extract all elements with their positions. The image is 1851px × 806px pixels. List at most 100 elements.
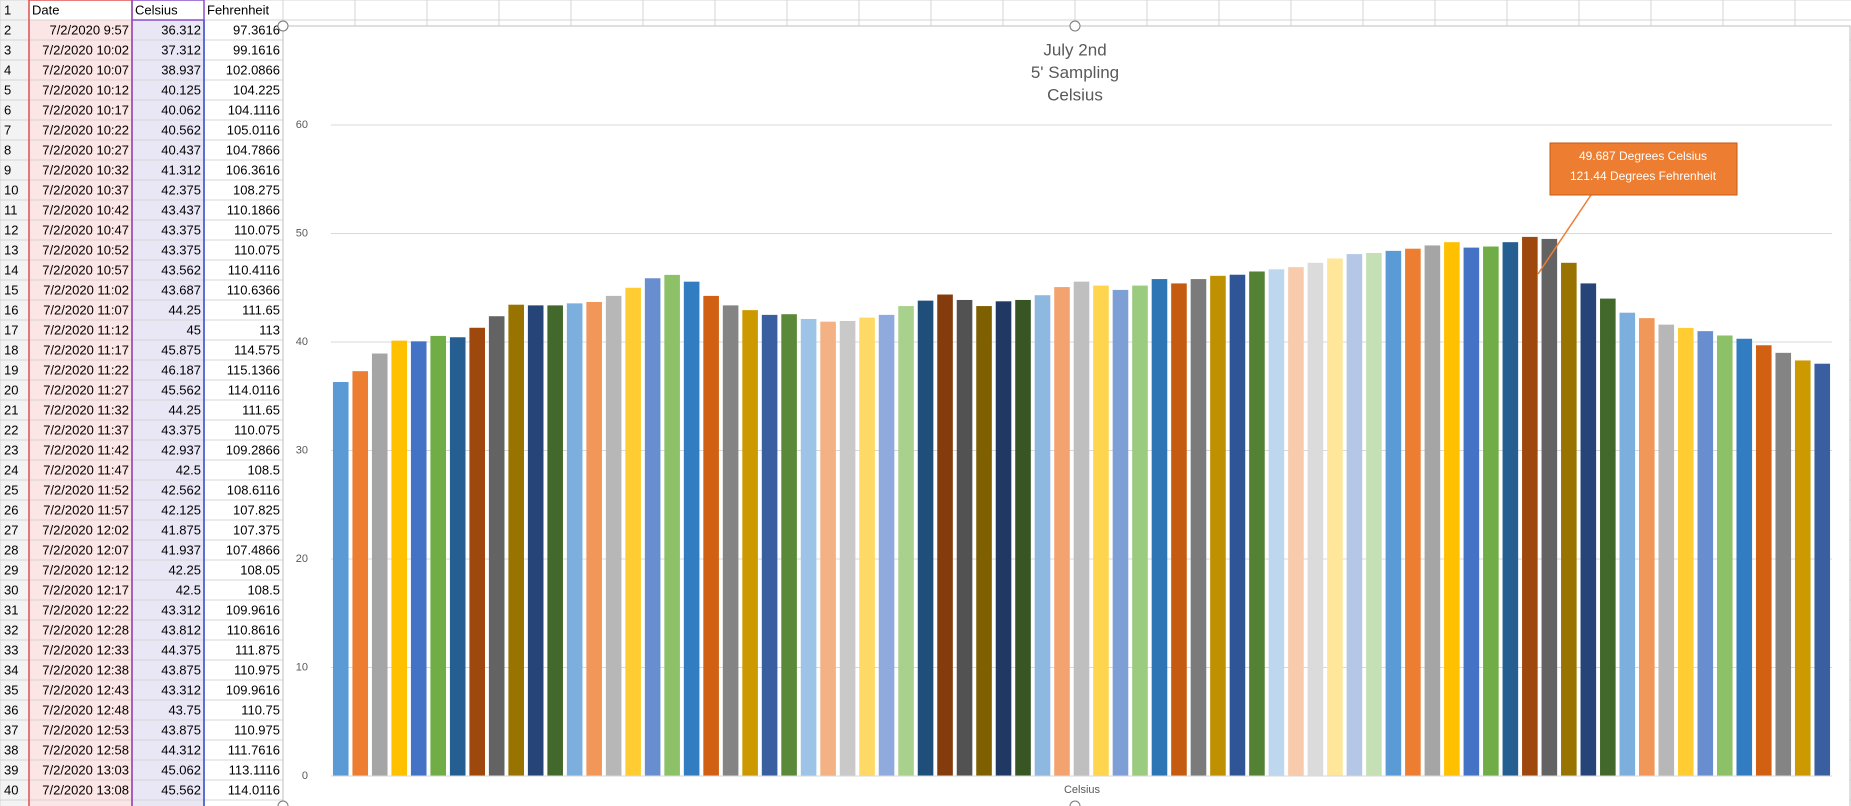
cell-value[interactable]: 108.275 [233, 182, 280, 197]
cell-value[interactable]: 7/2/2020 10:32 [42, 162, 129, 177]
cell-value[interactable]: 114.575 [234, 342, 280, 357]
row-number[interactable]: 26 [4, 502, 18, 517]
cell-value[interactable]: 110.075 [234, 422, 280, 437]
cell-value[interactable]: 113.1116 [229, 762, 280, 777]
cell-value[interactable]: 43.812 [161, 622, 201, 637]
cell-value[interactable]: 40.437 [161, 142, 201, 157]
row-number[interactable]: 37 [4, 722, 18, 737]
row-number[interactable]: 14 [4, 262, 18, 277]
row-number[interactable]: 35 [4, 682, 18, 697]
cell-value[interactable]: 104.7866 [226, 142, 280, 157]
cell-value[interactable]: 107.375 [233, 522, 280, 537]
cell-value[interactable]: 114.0116 [228, 382, 280, 397]
cell-value[interactable]: 110.075 [234, 222, 280, 237]
row-number[interactable]: 23 [4, 442, 18, 457]
cell-value[interactable]: 99.1616 [233, 42, 280, 57]
cell-value[interactable]: 106.3616 [226, 162, 280, 177]
cell-value[interactable]: 45.562 [161, 782, 201, 797]
resize-handle[interactable] [277, 20, 289, 32]
column-header[interactable]: Celsius [135, 2, 178, 17]
cell-value[interactable]: 110.8616 [227, 622, 280, 637]
row-number[interactable]: 1 [4, 2, 11, 17]
cell-value[interactable]: 42.5 [176, 582, 201, 597]
cell-value[interactable]: 42.375 [161, 182, 201, 197]
cell-value[interactable]: 7/2/2020 10:22 [42, 122, 129, 137]
row-number[interactable]: 27 [4, 522, 18, 537]
row-number[interactable]: 19 [4, 362, 18, 377]
cell-value[interactable]: 45.875 [161, 342, 201, 357]
cell-value[interactable]: 43.687 [161, 282, 201, 297]
cell-value[interactable]: 7/2/2020 10:42 [42, 202, 129, 217]
cell-value[interactable]: 41.875 [161, 522, 201, 537]
cell-value[interactable]: 109.9616 [226, 682, 280, 697]
row-number[interactable]: 3 [4, 42, 11, 57]
cell-value[interactable]: 7/2/2020 10:37 [42, 182, 129, 197]
row-number[interactable]: 24 [4, 462, 18, 477]
row-number[interactable]: 21 [4, 402, 18, 417]
cell-value[interactable]: 44.375 [161, 642, 201, 657]
cell-value[interactable]: 7/2/2020 12:33 [42, 642, 129, 657]
row-number[interactable]: 7 [4, 122, 11, 137]
row-number[interactable]: 11 [4, 202, 18, 217]
cell-value[interactable]: 42.5 [176, 462, 201, 477]
cell-value[interactable]: 7/2/2020 11:02 [43, 282, 129, 297]
row-number[interactable]: 8 [4, 142, 11, 157]
row-number[interactable]: 32 [4, 622, 18, 637]
row-number[interactable]: 25 [4, 482, 18, 497]
row-number[interactable]: 12 [4, 222, 18, 237]
cell-value[interactable]: 7/2/2020 10:27 [42, 142, 129, 157]
cell-value[interactable]: 42.937 [161, 442, 201, 457]
cell-value[interactable]: 43.75 [168, 702, 201, 717]
cell-value[interactable]: 40.562 [161, 122, 201, 137]
row-number[interactable]: 29 [4, 562, 18, 577]
cell-value[interactable]: 107.4866 [226, 542, 280, 557]
cell-value[interactable]: 7/2/2020 9:57 [49, 22, 129, 37]
cell-value[interactable]: 108.05 [240, 562, 280, 577]
row-number[interactable]: 15 [4, 282, 18, 297]
row-number[interactable]: 22 [4, 422, 18, 437]
cell-value[interactable]: 45.062 [161, 762, 201, 777]
cell-value[interactable]: 107.825 [233, 502, 280, 517]
row-number[interactable]: 36 [4, 702, 18, 717]
cell-value[interactable]: 43.437 [161, 202, 201, 217]
cell-value[interactable]: 7/2/2020 12:48 [42, 702, 129, 717]
cell-value[interactable]: 7/2/2020 12:12 [42, 562, 129, 577]
cell-value[interactable]: 104.1116 [228, 102, 280, 117]
cell-value[interactable]: 7/2/2020 12:28 [42, 622, 129, 637]
cell-value[interactable]: 7/2/2020 11:27 [43, 382, 129, 397]
row-number[interactable]: 4 [4, 62, 11, 77]
cell-value[interactable]: 110.75 [241, 702, 280, 717]
cell-value[interactable]: 110.4116 [228, 262, 280, 277]
cell-value[interactable]: 7/2/2020 12:58 [42, 742, 129, 757]
cell-value[interactable]: 45 [187, 322, 201, 337]
row-number[interactable]: 31 [4, 602, 18, 617]
row-number[interactable]: 17 [4, 322, 18, 337]
cell-value[interactable]: 43.375 [161, 422, 201, 437]
cell-value[interactable]: 42.562 [161, 482, 201, 497]
cell-value[interactable]: 7/2/2020 11:07 [43, 302, 129, 317]
cell-value[interactable]: 7/2/2020 12:07 [42, 542, 129, 557]
cell-value[interactable]: 7/2/2020 12:22 [42, 602, 129, 617]
cell-value[interactable]: 7/2/2020 10:12 [42, 82, 129, 97]
row-number[interactable]: 6 [4, 102, 11, 117]
cell-value[interactable]: 110.6366 [227, 282, 280, 297]
cell-value[interactable]: 111.7616 [228, 742, 280, 757]
cell-value[interactable]: 7/2/2020 12:02 [42, 522, 129, 537]
resize-handle[interactable] [1069, 20, 1081, 32]
cell-value[interactable]: 7/2/2020 13:03 [42, 762, 129, 777]
column-header[interactable]: Fehrenheit [207, 2, 270, 17]
cell-value[interactable]: 44.25 [168, 402, 201, 417]
cell-value[interactable]: 7/2/2020 11:52 [43, 482, 129, 497]
cell-value[interactable]: 7/2/2020 12:38 [42, 662, 129, 677]
cell-value[interactable]: 108.5 [247, 462, 280, 477]
cell-value[interactable]: 115.1366 [227, 362, 280, 377]
chart[interactable]: July 2nd 5' Sampling Celsius 0 10 20 30 40 50 60 C… [277, 20, 1851, 806]
cell-value[interactable]: 7/2/2020 11:47 [43, 462, 129, 477]
cell-value[interactable]: 7/2/2020 11:42 [43, 442, 129, 457]
cell-value[interactable]: 43.875 [161, 662, 201, 677]
cell-value[interactable]: 110.975 [234, 722, 280, 737]
cell-value[interactable]: 41.937 [161, 542, 201, 557]
row-number[interactable]: 5 [4, 82, 11, 97]
cell-value[interactable]: 43.312 [161, 602, 201, 617]
cell-value[interactable]: 44.312 [161, 742, 201, 757]
